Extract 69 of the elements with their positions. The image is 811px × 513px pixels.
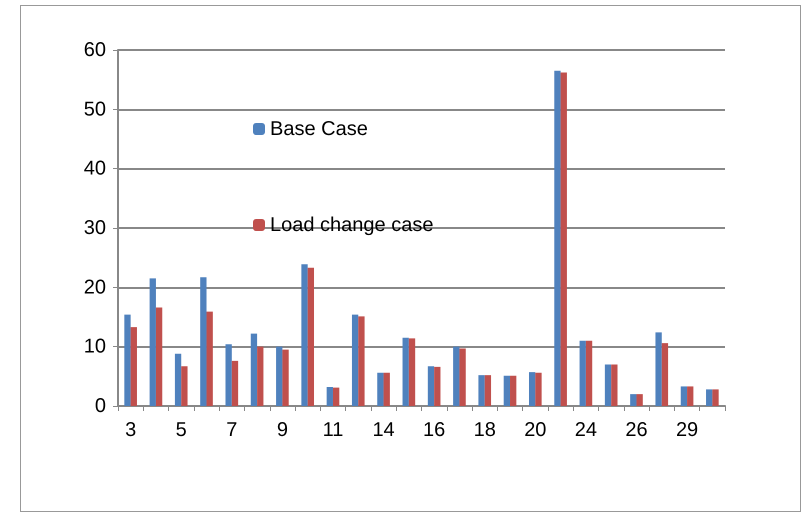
bar xyxy=(484,375,492,406)
legend-label: Base Case xyxy=(270,118,368,140)
bar xyxy=(206,312,213,406)
x-tick-label: 16 xyxy=(423,419,446,441)
bar xyxy=(655,332,662,406)
x-tick-label: 3 xyxy=(125,419,136,441)
bar xyxy=(130,327,137,406)
y-tick-label: 20 xyxy=(84,276,106,298)
y-tick-label: 0 xyxy=(94,395,106,417)
y-tick-label: 50 xyxy=(84,98,106,120)
x-tick-label: 20 xyxy=(524,419,546,441)
bar xyxy=(358,316,365,406)
x-tick-label: 14 xyxy=(372,419,395,441)
bar xyxy=(326,387,333,406)
y-tick-label: 30 xyxy=(84,217,106,239)
bar xyxy=(434,366,440,406)
bar xyxy=(282,350,289,406)
bar xyxy=(554,70,561,406)
bar xyxy=(604,364,612,406)
bar xyxy=(510,376,516,406)
bar xyxy=(586,340,592,406)
bar xyxy=(276,346,282,406)
x-tick-label: 26 xyxy=(625,419,648,441)
bar xyxy=(308,268,314,406)
bar xyxy=(174,354,182,406)
bar xyxy=(150,278,156,406)
bar xyxy=(181,366,188,406)
x-tick-label: 18 xyxy=(474,419,496,441)
x-tick-label: 9 xyxy=(276,419,288,441)
bar xyxy=(560,72,567,406)
bar xyxy=(580,340,586,406)
bar xyxy=(636,394,643,406)
bar xyxy=(453,346,460,406)
bar xyxy=(528,372,536,406)
bar xyxy=(384,372,390,406)
bar xyxy=(250,334,258,406)
bar xyxy=(232,360,238,406)
x-tick-label: 7 xyxy=(226,419,238,441)
legend-label: Load change case xyxy=(270,214,434,236)
y-tick-label: 40 xyxy=(84,158,106,180)
bar xyxy=(257,346,264,406)
bar xyxy=(680,386,688,406)
y-tick-label: 60 xyxy=(84,39,106,61)
bar xyxy=(662,343,668,406)
bar xyxy=(630,394,636,406)
bar xyxy=(459,348,466,406)
bar xyxy=(478,375,485,406)
bar xyxy=(352,314,358,406)
bar xyxy=(301,264,308,406)
bar xyxy=(428,366,434,406)
x-tick-label: 11 xyxy=(322,419,344,441)
bar xyxy=(200,277,207,406)
bar xyxy=(706,389,712,406)
x-tick-label: 24 xyxy=(574,419,598,441)
bar xyxy=(124,314,131,406)
x-tick-label: 29 xyxy=(676,419,698,441)
bar xyxy=(611,364,618,406)
bar xyxy=(156,308,162,406)
y-tick-label: 10 xyxy=(84,336,106,358)
bar xyxy=(225,344,232,406)
bar xyxy=(332,388,340,406)
bar xyxy=(504,376,510,406)
x-tick-label: 5 xyxy=(176,419,187,441)
bar xyxy=(712,389,719,406)
bar xyxy=(687,386,694,406)
bar xyxy=(535,372,542,406)
bar xyxy=(402,338,409,406)
bar xyxy=(377,372,384,406)
bar xyxy=(408,338,416,406)
